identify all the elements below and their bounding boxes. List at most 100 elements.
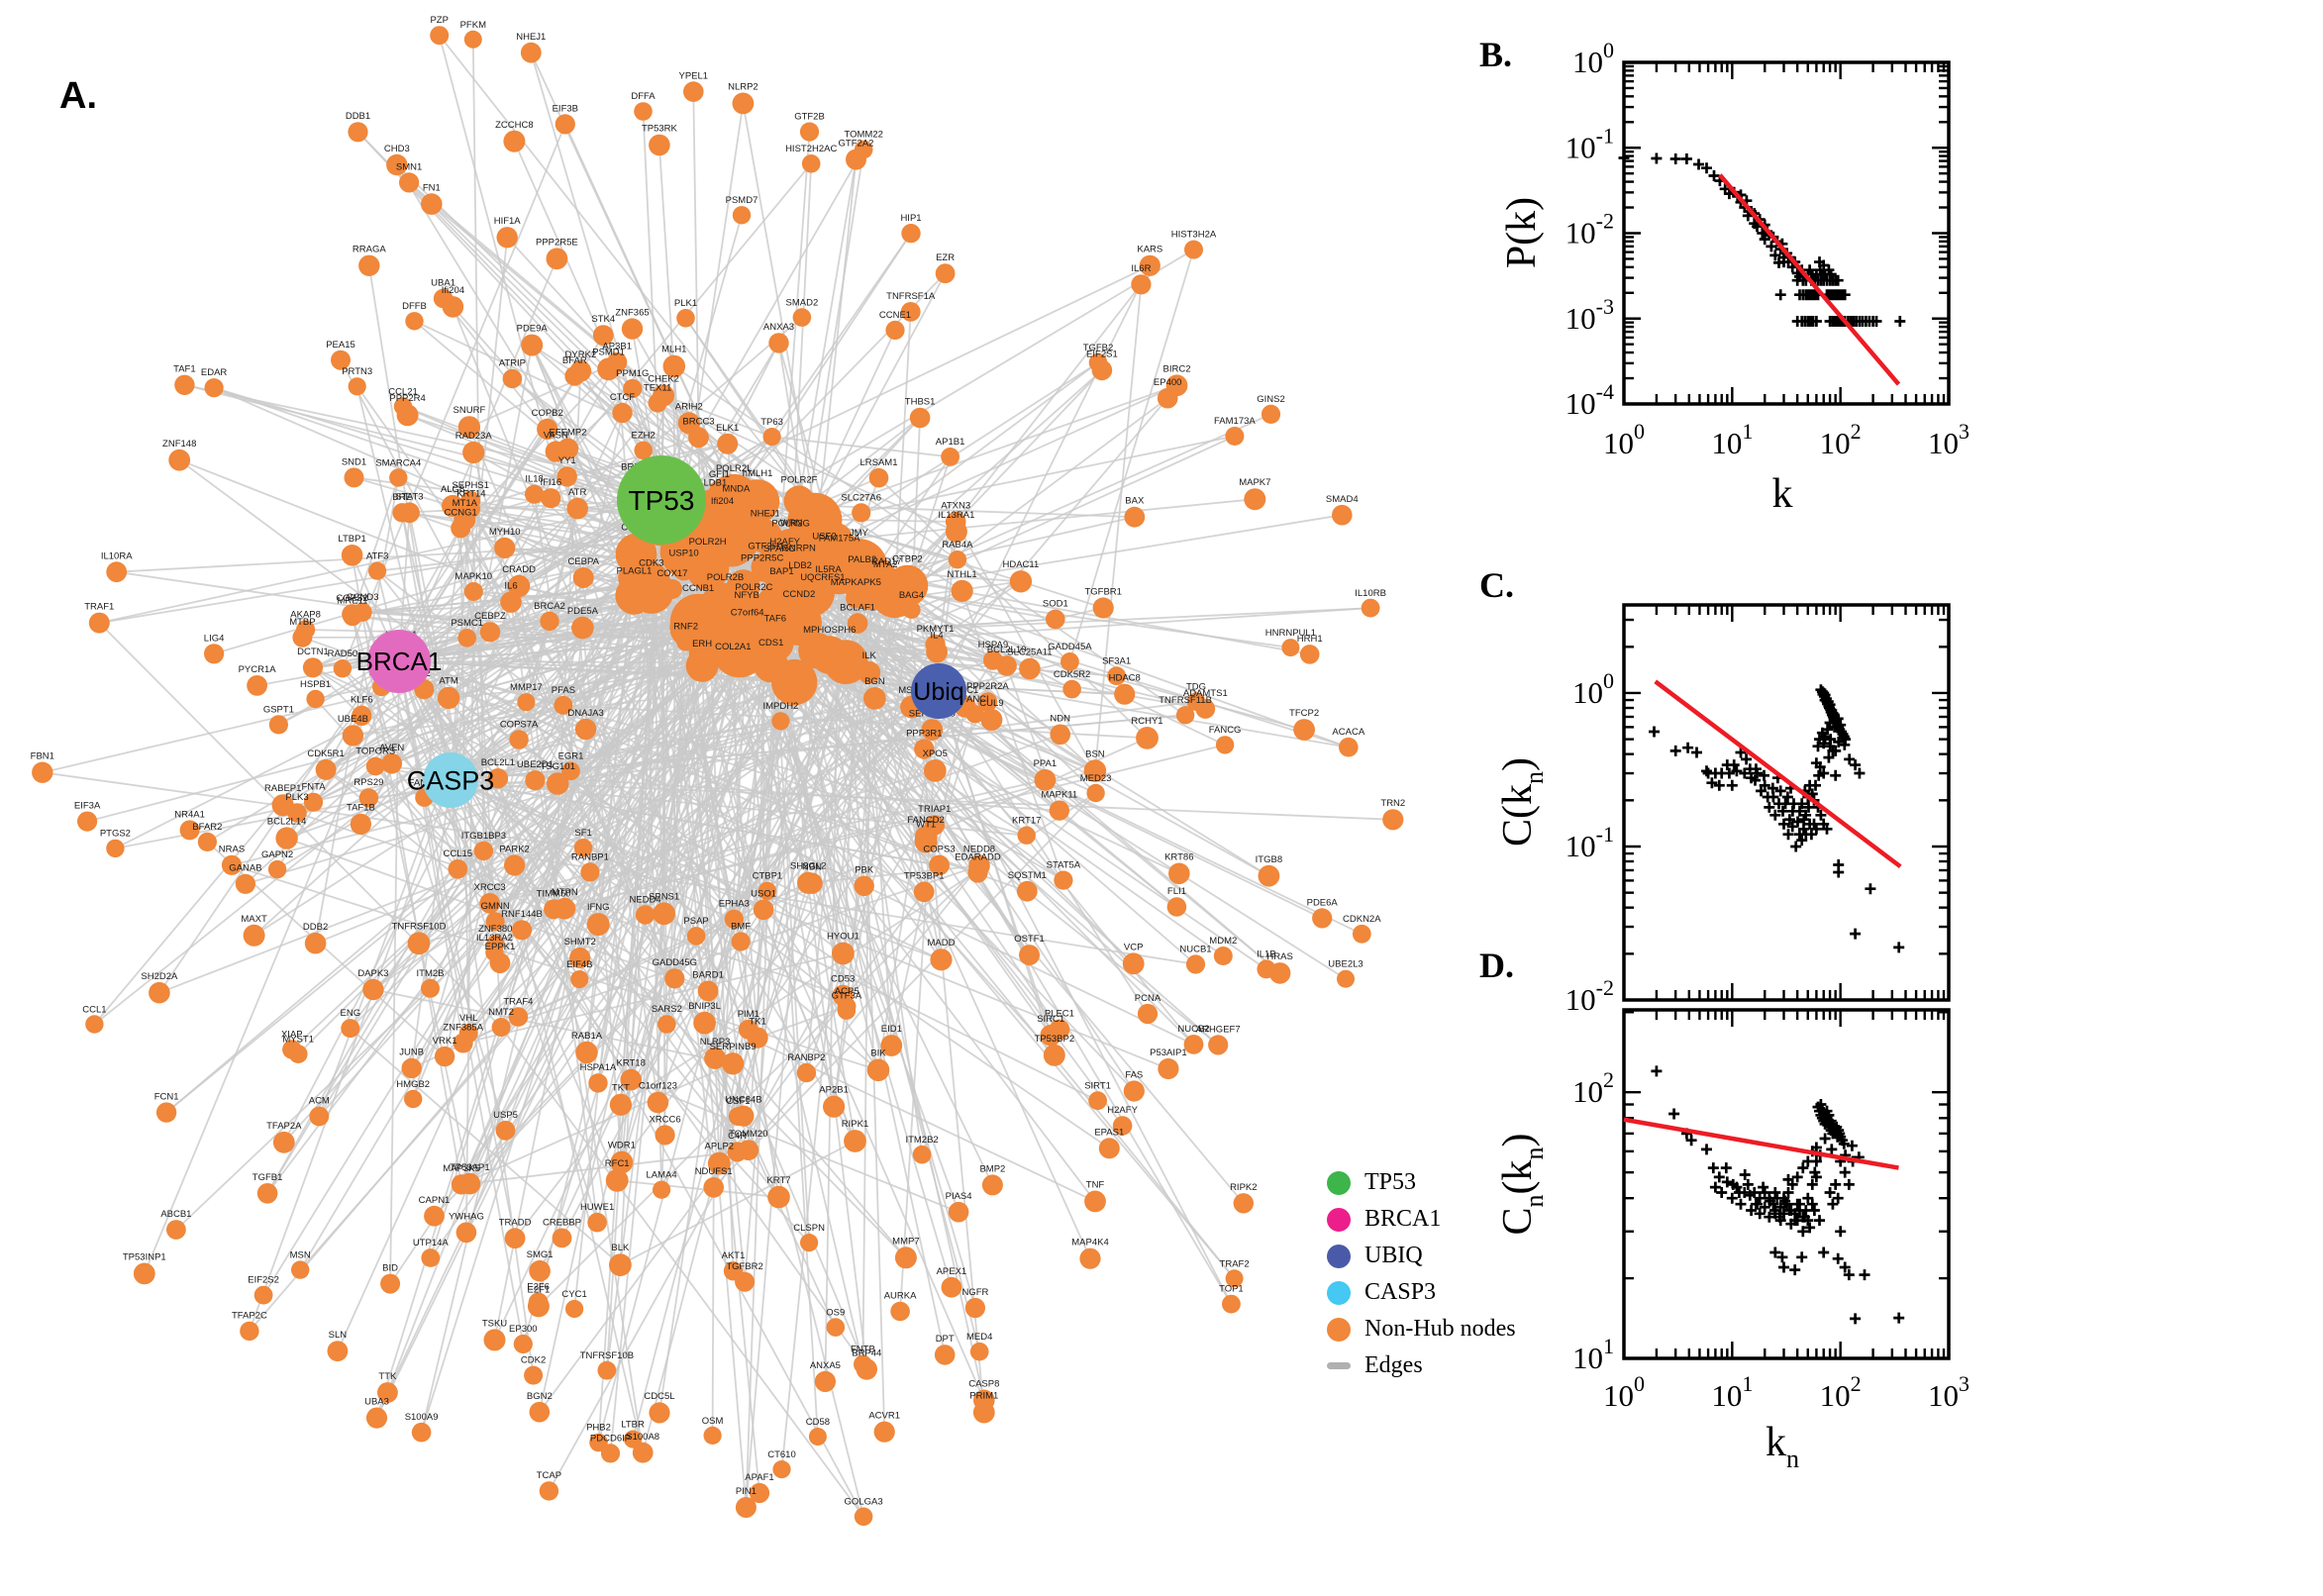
gene-label: PDE6A (1307, 897, 1339, 908)
network-node (823, 1095, 846, 1118)
gene-label: TRAF4 (503, 996, 533, 1007)
gene-label: CCND3 (347, 592, 379, 603)
network-node (1050, 724, 1070, 746)
gene-label: SPNS1 (649, 891, 679, 902)
network-node (253, 1285, 273, 1305)
gene-label: SMARCA4 (375, 457, 421, 468)
tick-label: 10-2 (1566, 209, 1614, 250)
gene-label: XRCC3 (473, 882, 505, 893)
network-node (1225, 427, 1245, 446)
network-node (731, 932, 751, 951)
gene-label: XRCC6 (649, 1114, 680, 1125)
network-node (832, 984, 854, 1006)
axis-label: kn (1766, 1420, 1799, 1473)
gene-label: XIAP (281, 1029, 303, 1040)
gene-label: CLSPN (793, 1223, 825, 1234)
network-node (823, 640, 868, 685)
tick-label: 100 (1603, 1371, 1645, 1413)
network-node (485, 912, 505, 932)
network-node (1185, 954, 1206, 974)
gene-label: ZNF380 (478, 924, 512, 935)
gene-label: PDCD6IP (590, 1433, 631, 1444)
gene-label: USP5 (493, 1110, 518, 1121)
network-node (753, 563, 771, 582)
network-node (1281, 639, 1300, 657)
network-node (1107, 666, 1126, 686)
gene-label: EIF3A (74, 801, 101, 812)
network-node (914, 739, 935, 759)
network-node (655, 1125, 675, 1146)
gene-label: WRN (780, 518, 803, 529)
network-node (693, 1011, 716, 1035)
network-node (1299, 645, 1320, 664)
network-node (1268, 962, 1291, 984)
network-node (504, 1228, 526, 1249)
network-node (873, 1421, 895, 1443)
network-node (610, 1150, 634, 1174)
gene-label: WDR1 (608, 1141, 636, 1151)
gene-label: SNURF (454, 405, 486, 416)
network-node (540, 611, 559, 632)
network-node (977, 692, 998, 712)
gene-label: CEBPZ (474, 611, 506, 622)
gene-label: EID1 (881, 1024, 902, 1035)
ppi-network-panel: NHEJ1 Ifi204 H2AFY PLAGL1 LDB2 CDS1 hMLH1 LDB1 J… (31, 15, 1405, 1527)
gene-label: HSPB1 (300, 679, 331, 690)
gene-label: SARS2 (652, 1004, 682, 1015)
network-node (653, 902, 675, 926)
network-node (818, 575, 839, 596)
network-node (1293, 719, 1315, 741)
network-node (749, 1482, 770, 1504)
fit-line-C (1654, 679, 1902, 869)
network-node (676, 632, 696, 651)
gene-label: APLP2 (705, 1142, 735, 1152)
legend-item-edges: Edges (1327, 1347, 1516, 1384)
network-node (539, 1481, 559, 1501)
gene-label: GTF2H1 (748, 542, 783, 552)
network-node (900, 302, 921, 322)
network-node (890, 1301, 910, 1322)
gene-label: TFAP2A (266, 1121, 302, 1132)
network-legend: TP53 BRCA1 UBIQ CASP3 Non-Hub nodes Edges (1327, 1164, 1516, 1384)
gene-label: DYRK2 (565, 349, 597, 360)
node-legend-swatch (1327, 1317, 1351, 1342)
gene-label: IL13RA1 (938, 510, 974, 521)
network-node (924, 815, 945, 836)
network-node (573, 839, 593, 857)
gene-label: UBE2D1 (517, 759, 554, 770)
network-node (732, 206, 752, 225)
gene-label: C4R (728, 1131, 747, 1142)
gene-label: PPA1 (1034, 758, 1058, 769)
gene-label: C7orf64 (731, 607, 764, 618)
legend-item-tp53: TP53 (1327, 1164, 1516, 1201)
tick-label: 10-1 (1566, 822, 1614, 863)
gene-label: LIG4 (204, 633, 225, 644)
network-node (457, 416, 481, 439)
gene-label: AKAP8 (290, 609, 321, 620)
network-node (496, 227, 518, 249)
gene-label: HSPA9 (978, 640, 1008, 650)
network-node (88, 612, 110, 634)
network-node (267, 859, 287, 879)
network-node (1088, 1091, 1107, 1111)
network-node (948, 550, 967, 569)
gene-label: CTBP2 (892, 554, 923, 565)
network-node (832, 942, 855, 965)
network-node (448, 859, 468, 879)
network-node (503, 130, 526, 152)
gene-label: FANCG (1209, 725, 1242, 736)
network-node (453, 1033, 473, 1053)
hub-label-casp3: CASP3 (407, 765, 495, 795)
gene-label: BID (382, 1263, 398, 1274)
gene-label: SMG1 (527, 1249, 554, 1260)
gene-label: BRP44 (852, 1347, 881, 1358)
gene-label: ZNF365 (615, 307, 649, 318)
gene-label: EPHA3 (719, 899, 750, 910)
gene-label: ACP5 (835, 986, 859, 997)
gene-label: SQSTM1 (1008, 870, 1047, 881)
gene-label: RFC1 (605, 1158, 630, 1169)
gene-label: DFFA (631, 91, 656, 102)
network-node (1352, 924, 1371, 944)
gene-label: GTF2A2 (839, 139, 874, 150)
gene-label: NEDD8 (963, 845, 995, 855)
